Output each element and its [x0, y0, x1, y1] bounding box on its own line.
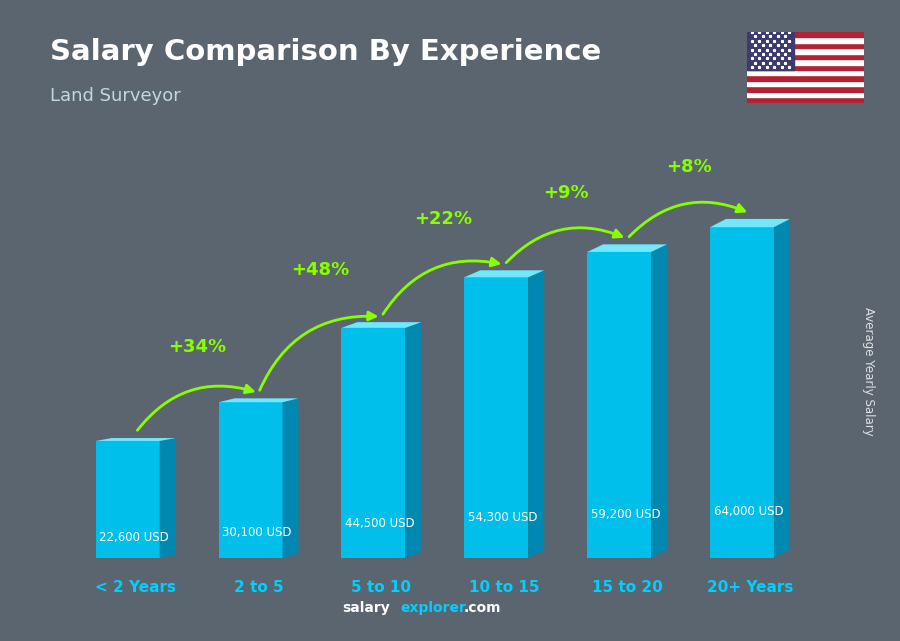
Polygon shape — [219, 398, 299, 403]
Polygon shape — [159, 438, 176, 558]
Bar — [747, 87, 864, 92]
Text: 5 to 10: 5 to 10 — [351, 580, 411, 595]
Polygon shape — [95, 438, 176, 441]
Text: 64,000 USD: 64,000 USD — [714, 505, 783, 518]
Text: 22,600 USD: 22,600 USD — [100, 531, 169, 544]
Polygon shape — [528, 271, 544, 558]
Text: < 2 Years: < 2 Years — [95, 580, 176, 595]
Bar — [747, 54, 864, 59]
Polygon shape — [341, 328, 405, 558]
Polygon shape — [651, 244, 667, 558]
Bar — [747, 92, 864, 97]
Bar — [747, 48, 864, 54]
Polygon shape — [341, 322, 421, 328]
Polygon shape — [405, 322, 421, 558]
Text: 15 to 20: 15 to 20 — [592, 580, 662, 595]
Text: Land Surveyor: Land Surveyor — [50, 87, 180, 104]
Bar — [747, 32, 864, 37]
Bar — [747, 32, 794, 70]
Text: 10 to 15: 10 to 15 — [469, 580, 539, 595]
Text: salary: salary — [342, 601, 390, 615]
Text: 59,200 USD: 59,200 USD — [591, 508, 661, 521]
Bar — [747, 97, 864, 103]
Text: explorer: explorer — [400, 601, 466, 615]
Text: +48%: +48% — [291, 262, 349, 279]
Text: 30,100 USD: 30,100 USD — [222, 526, 292, 539]
Polygon shape — [283, 398, 299, 558]
Polygon shape — [587, 244, 667, 252]
Bar — [747, 59, 864, 65]
Polygon shape — [710, 227, 774, 558]
Text: .com: .com — [464, 601, 501, 615]
Text: +34%: +34% — [168, 338, 226, 356]
Text: 20+ Years: 20+ Years — [706, 580, 793, 595]
Polygon shape — [587, 252, 651, 558]
Text: +8%: +8% — [666, 158, 711, 176]
Polygon shape — [774, 219, 790, 558]
Bar — [747, 81, 864, 87]
Text: Average Yearly Salary: Average Yearly Salary — [862, 308, 875, 436]
Bar — [747, 37, 864, 43]
Text: Salary Comparison By Experience: Salary Comparison By Experience — [50, 38, 601, 67]
Polygon shape — [464, 278, 528, 558]
Polygon shape — [464, 271, 544, 278]
Text: 2 to 5: 2 to 5 — [234, 580, 284, 595]
Text: +22%: +22% — [414, 210, 472, 228]
Polygon shape — [95, 441, 159, 558]
Bar — [747, 70, 864, 76]
Polygon shape — [219, 403, 283, 558]
Text: +9%: +9% — [543, 183, 589, 201]
Text: 44,500 USD: 44,500 USD — [346, 517, 415, 530]
Polygon shape — [710, 219, 790, 227]
Bar — [747, 65, 864, 70]
Text: 54,300 USD: 54,300 USD — [468, 511, 537, 524]
Bar — [747, 43, 864, 48]
Bar — [747, 76, 864, 81]
